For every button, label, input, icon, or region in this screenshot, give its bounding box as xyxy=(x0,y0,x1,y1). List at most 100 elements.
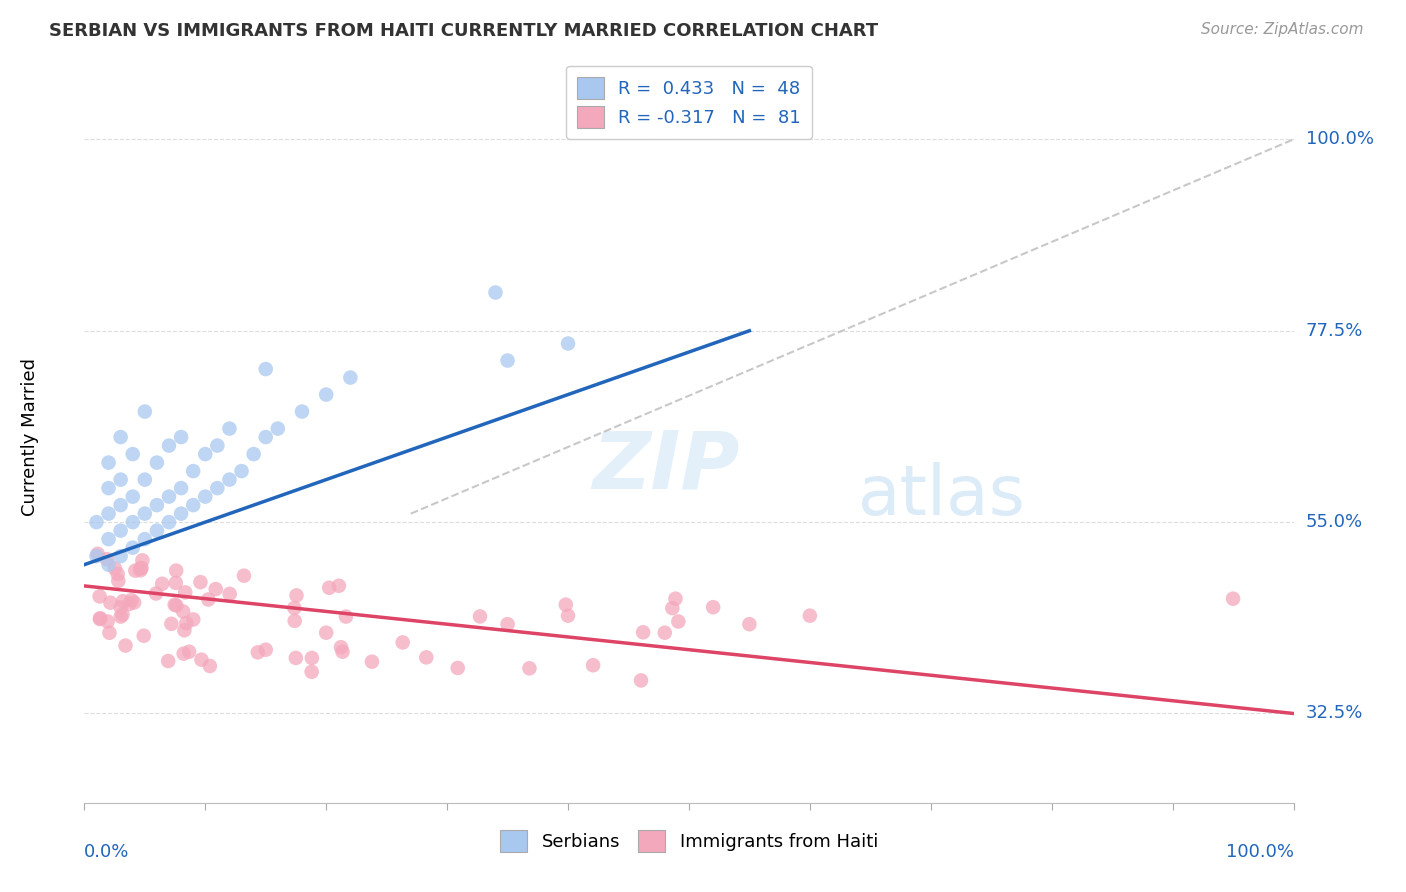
Point xyxy=(1222,591,1244,606)
Point xyxy=(134,473,156,487)
Point xyxy=(110,524,132,538)
Point xyxy=(218,587,240,601)
Point xyxy=(666,615,689,629)
Point xyxy=(328,579,350,593)
Point xyxy=(799,608,821,623)
Point xyxy=(132,629,155,643)
Point xyxy=(315,387,337,401)
Point xyxy=(468,609,491,624)
Point xyxy=(654,625,676,640)
Point xyxy=(170,430,193,444)
Point xyxy=(181,612,204,626)
Point xyxy=(107,566,129,581)
Point xyxy=(661,601,683,615)
Text: Currently Married: Currently Married xyxy=(21,358,39,516)
Point xyxy=(702,600,724,615)
Point xyxy=(97,532,120,546)
Point xyxy=(254,642,277,657)
Point xyxy=(121,490,143,504)
Point xyxy=(129,563,152,577)
Point xyxy=(285,588,308,602)
Point xyxy=(484,285,506,300)
Point xyxy=(86,549,108,563)
Point xyxy=(582,658,605,673)
Point xyxy=(97,456,120,470)
Point xyxy=(114,639,136,653)
Text: SERBIAN VS IMMIGRANTS FROM HAITI CURRENTLY MARRIED CORRELATION CHART: SERBIAN VS IMMIGRANTS FROM HAITI CURRENT… xyxy=(49,22,879,40)
Point xyxy=(131,561,153,575)
Point xyxy=(157,490,180,504)
Point xyxy=(134,532,156,546)
Point xyxy=(181,498,204,512)
Point xyxy=(190,575,212,590)
Point xyxy=(97,481,120,495)
Point xyxy=(89,611,111,625)
Point xyxy=(146,456,169,470)
Text: 32.5%: 32.5% xyxy=(1306,705,1362,723)
Point xyxy=(104,561,127,575)
Point xyxy=(391,635,413,649)
Point xyxy=(242,447,264,461)
Text: 0.0%: 0.0% xyxy=(84,843,129,861)
Point xyxy=(173,624,195,638)
Point xyxy=(86,547,108,561)
Point xyxy=(284,614,307,628)
Point xyxy=(174,585,197,599)
Point xyxy=(150,576,173,591)
Point xyxy=(110,473,132,487)
Point xyxy=(173,647,195,661)
Point xyxy=(160,616,183,631)
Point xyxy=(111,594,134,608)
Point xyxy=(447,661,470,675)
Point xyxy=(198,659,221,673)
Point xyxy=(97,507,120,521)
Text: 100.0%: 100.0% xyxy=(1306,130,1374,148)
Point xyxy=(557,336,579,351)
Point xyxy=(557,608,579,623)
Point xyxy=(86,515,108,529)
Point xyxy=(330,640,353,655)
Point xyxy=(110,430,132,444)
Point xyxy=(231,464,253,478)
Point xyxy=(254,430,277,444)
Point xyxy=(122,595,145,609)
Point xyxy=(738,617,761,632)
Point xyxy=(519,661,541,675)
Point xyxy=(121,515,143,529)
Legend: Serbians, Immigrants from Haiti: Serbians, Immigrants from Haiti xyxy=(492,823,886,860)
Point xyxy=(134,507,156,521)
Point xyxy=(335,609,357,624)
Point xyxy=(157,654,180,668)
Point xyxy=(207,481,229,495)
Point xyxy=(415,650,437,665)
Point xyxy=(194,490,217,504)
Point xyxy=(170,481,193,495)
Point xyxy=(97,615,120,629)
Text: 77.5%: 77.5% xyxy=(1306,322,1362,340)
Point xyxy=(121,447,143,461)
Point xyxy=(207,439,229,453)
Point xyxy=(233,568,256,582)
Point xyxy=(97,558,120,572)
Point xyxy=(176,616,198,631)
Point xyxy=(197,592,219,607)
Point xyxy=(194,447,217,461)
Point xyxy=(630,673,652,688)
Text: Source: ZipAtlas.com: Source: ZipAtlas.com xyxy=(1201,22,1364,37)
Point xyxy=(361,655,384,669)
Text: atlas: atlas xyxy=(858,462,1026,529)
Point xyxy=(181,464,204,478)
Text: 100.0%: 100.0% xyxy=(1226,843,1294,861)
Point xyxy=(165,564,187,578)
Point xyxy=(554,598,576,612)
Point xyxy=(254,362,277,376)
Point xyxy=(129,561,152,575)
Point xyxy=(131,553,153,567)
Point xyxy=(301,651,323,665)
Point xyxy=(146,498,169,512)
Point xyxy=(121,541,143,555)
Text: 55.0%: 55.0% xyxy=(1306,513,1362,531)
Point xyxy=(110,498,132,512)
Point xyxy=(96,552,118,566)
Point xyxy=(134,404,156,418)
